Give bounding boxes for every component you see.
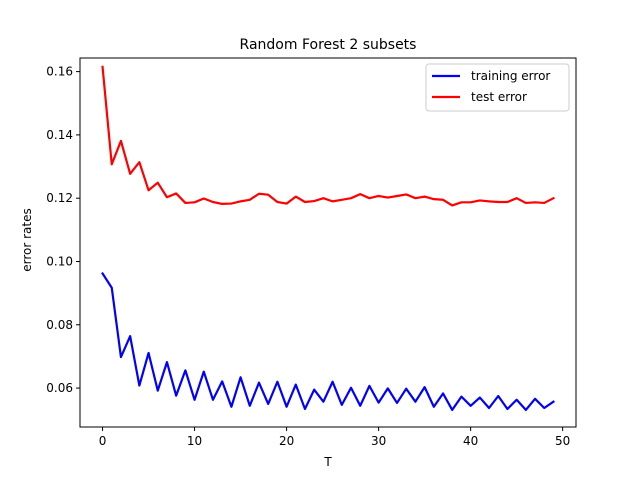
y-tick-label: 0.10 <box>46 254 73 268</box>
x-tick-label: 10 <box>187 434 202 448</box>
y-tick-label: 0.16 <box>46 65 73 79</box>
y-tick-label: 0.06 <box>46 381 73 395</box>
x-tick-label: 30 <box>371 434 386 448</box>
chart-title: Random Forest 2 subsets <box>240 37 417 53</box>
x-tick-label: 40 <box>463 434 478 448</box>
y-tick-label: 0.12 <box>46 191 73 205</box>
legend: training error test error <box>425 63 570 112</box>
plot-area: 0 10 20 30 40 50 0.06 0.08 0.10 0.12 0.14 0.16 <box>46 57 577 448</box>
x-tick-label: 50 <box>555 434 570 448</box>
x-axis-label: T <box>323 455 332 469</box>
y-tick-label: 0.08 <box>46 318 73 332</box>
series-line-1 <box>101 65 555 207</box>
series-line-0 <box>101 271 555 412</box>
axes-frame <box>79 57 577 428</box>
legend-box <box>425 63 570 112</box>
y-axis-label: error rates <box>20 208 34 272</box>
y-tick-label: 0.14 <box>46 128 73 142</box>
x-tick-label: 0 <box>99 434 107 448</box>
legend-label-1: test error <box>471 90 527 104</box>
legend-label-0: training error <box>471 69 550 83</box>
x-tick-label: 20 <box>279 434 294 448</box>
